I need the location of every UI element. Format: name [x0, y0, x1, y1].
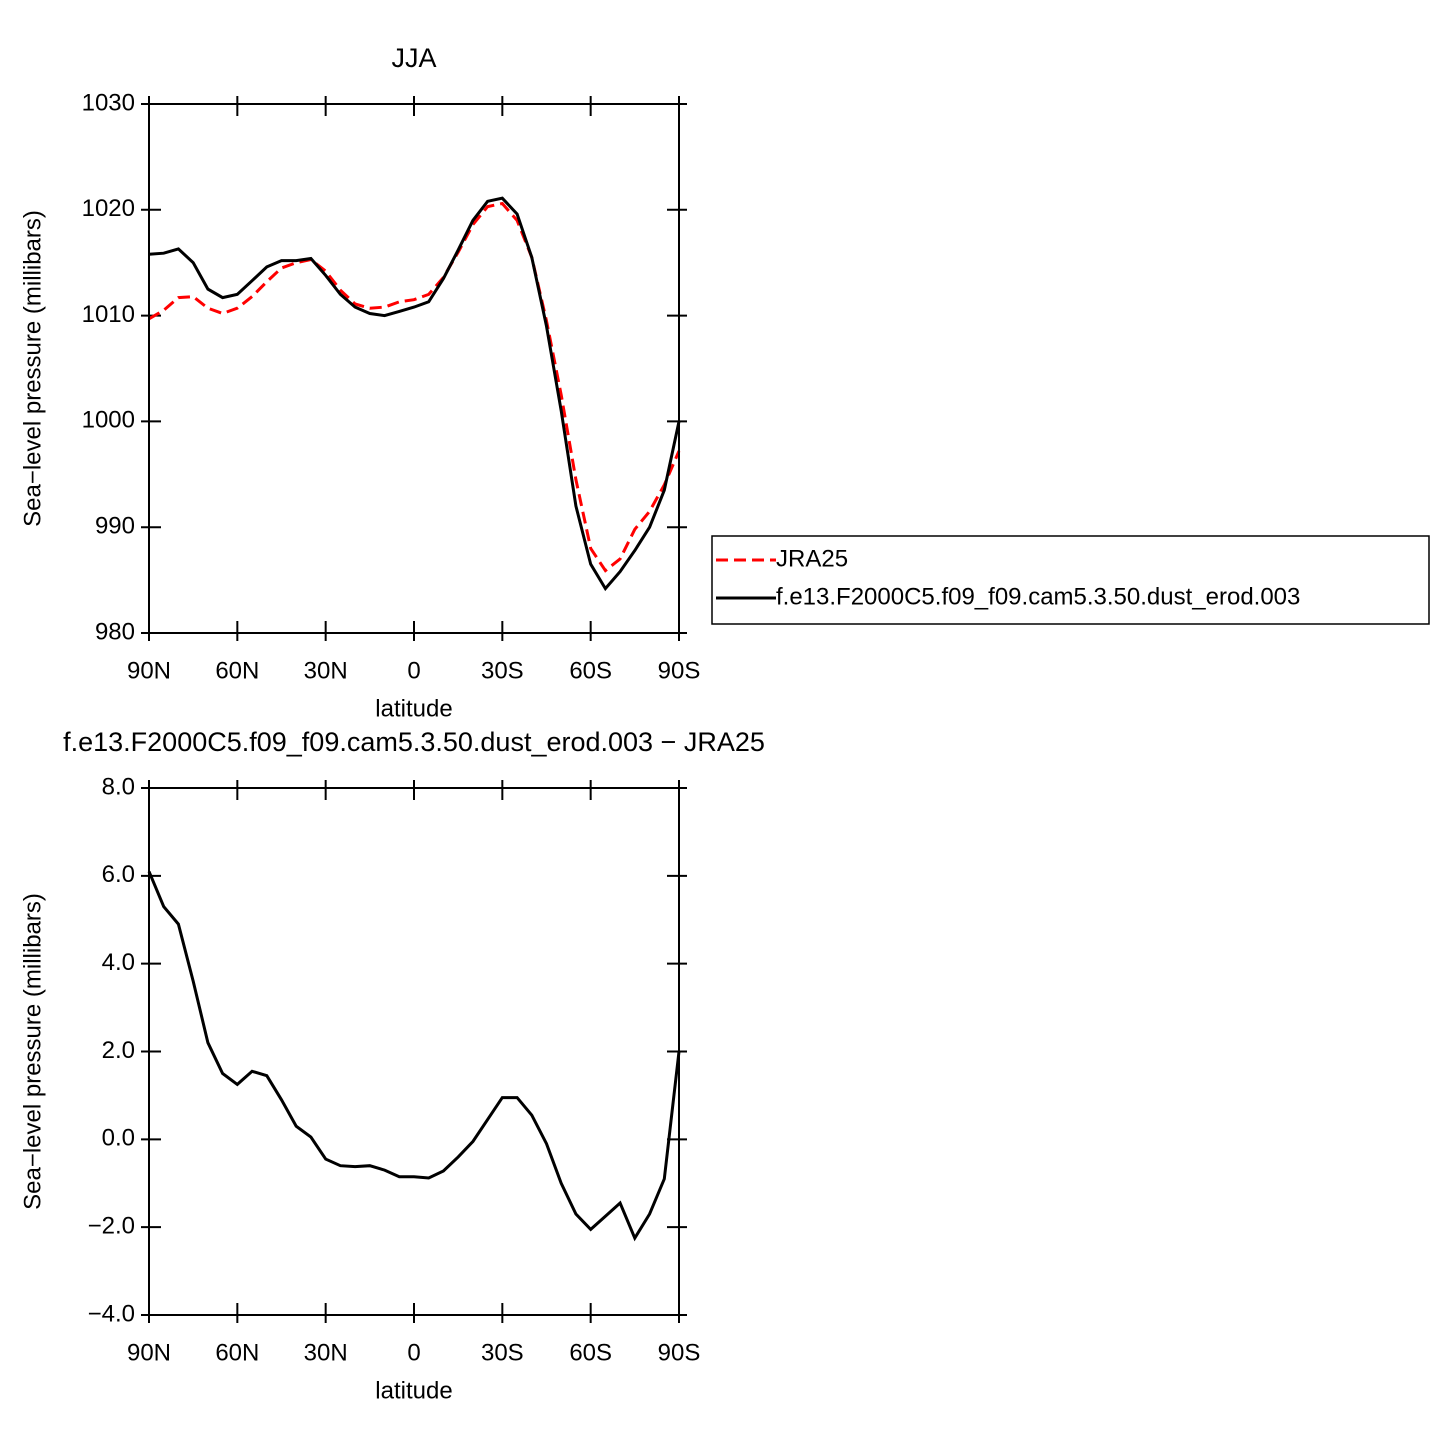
data-line [148, 196, 681, 592]
x-tick-label: 60S [569, 1339, 612, 1366]
y-tick-label: −4.0 [88, 1300, 135, 1327]
x-tick-label: 90N [127, 657, 171, 684]
y-tick-label: 1030 [82, 89, 135, 116]
legend-label: f.e13.F2000C5.f09_f09.cam5.3.50.dust_ero… [776, 583, 1300, 610]
y-tick-label: 980 [95, 618, 135, 645]
y-tick-label: 1020 [82, 195, 135, 222]
x-tick-label: 30N [304, 1339, 348, 1366]
data-line [148, 201, 681, 573]
y-tick-label: 6.0 [102, 861, 135, 888]
x-tick-label: 0 [407, 1339, 420, 1366]
x-tick-label: 30S [481, 1339, 524, 1366]
x-tick-label: 0 [407, 657, 420, 684]
chart-title: f.e13.F2000C5.f09_f09.cam5.3.50.dust_ero… [63, 727, 765, 757]
y-tick-label: 990 [95, 513, 135, 540]
y-tick-label: −2.0 [88, 1213, 135, 1240]
y-tick-label: 2.0 [102, 1037, 135, 1064]
x-tick-label: 60S [569, 657, 612, 684]
legend-label: JRA25 [776, 545, 848, 572]
y-tick-label: 1010 [82, 301, 135, 328]
x-tick-label: 30N [304, 657, 348, 684]
legend-box [711, 535, 1430, 625]
plot-frame [148, 103, 680, 634]
x-tick-label: 60N [215, 1339, 259, 1366]
x-tick-label: 90S [658, 657, 701, 684]
y-tick-label: 1000 [82, 407, 135, 434]
x-tick-label: 90S [658, 1339, 701, 1366]
y-tick-label: 4.0 [102, 949, 135, 976]
chart-title: JJA [391, 43, 436, 73]
x-axis-label: latitude [375, 695, 452, 722]
plot-frame [148, 787, 680, 1316]
data-line [147, 870, 681, 1242]
y-tick-label: 8.0 [102, 773, 135, 800]
x-tick-label: 90N [127, 1339, 171, 1366]
y-axis-label: Sea−level pressure (millibars) [19, 210, 46, 527]
x-axis-label: latitude [375, 1377, 452, 1404]
x-tick-label: 30S [481, 657, 524, 684]
x-tick-label: 60N [215, 657, 259, 684]
y-axis-label: Sea−level pressure (millibars) [19, 893, 46, 1210]
y-tick-label: 0.0 [102, 1125, 135, 1152]
